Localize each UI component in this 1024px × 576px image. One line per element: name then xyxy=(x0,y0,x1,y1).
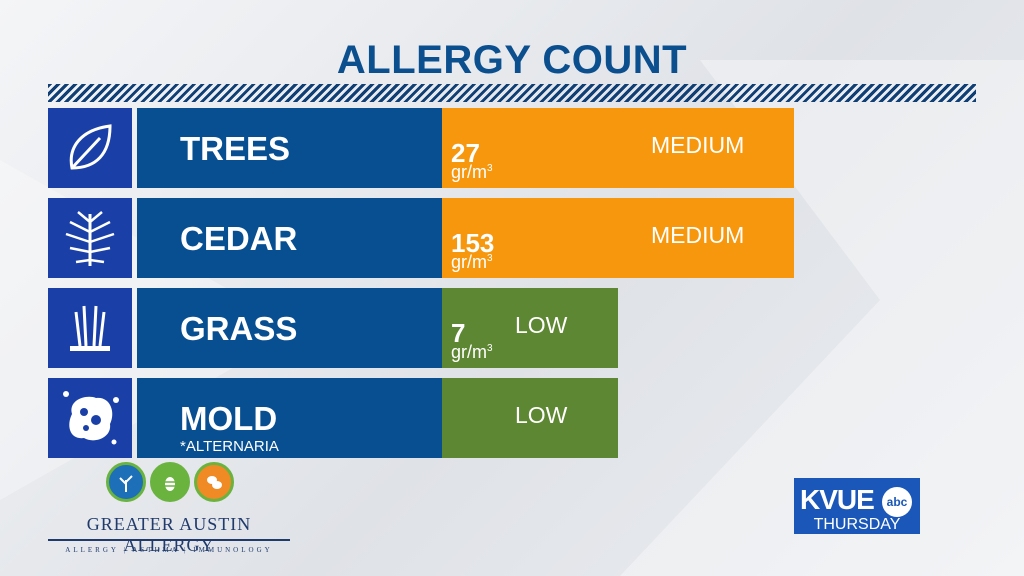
allergy-level: MEDIUM xyxy=(651,132,745,158)
allergen-label-box: CEDAR xyxy=(137,198,486,278)
sponsor-logo-icons xyxy=(106,462,234,502)
pollen-count: 153 xyxy=(451,228,495,258)
tree-logo-icon xyxy=(106,462,146,502)
allergen-name: MOLD xyxy=(180,400,278,437)
station-day: THURSDAY xyxy=(813,516,901,533)
allergy-level: MEDIUM xyxy=(651,222,745,248)
station-logo: KVUE abc THURSDAY xyxy=(794,478,920,534)
allergen-sublabel: *ALTERNARIA xyxy=(180,438,279,455)
grass-icon xyxy=(48,288,132,368)
allergy-level: LOW xyxy=(515,312,568,338)
cedar-branch-icon xyxy=(48,198,132,278)
allergen-value-box: 27 gr/m3 MEDIUM xyxy=(442,108,794,188)
pollen-unit: gr/m3 xyxy=(451,162,493,182)
hatch-divider xyxy=(48,84,976,102)
allergen-label-box: GRASS xyxy=(137,288,486,368)
allergen-label-box: TREES xyxy=(137,108,486,188)
pollen-unit: gr/m3 xyxy=(451,342,493,362)
network-logo: abc xyxy=(882,487,912,517)
allergy-level: LOW xyxy=(515,402,568,428)
pollen-unit: gr/m3 xyxy=(451,252,493,272)
allergen-name: GRASS xyxy=(180,310,298,347)
allergen-name: CEDAR xyxy=(180,220,298,257)
pollen-count: 7 xyxy=(451,318,466,348)
station-name: KVUE xyxy=(800,484,875,515)
allergen-name: TREES xyxy=(180,130,291,167)
allergen-value-box: 7 gr/m3 LOW xyxy=(442,288,618,368)
sponsor-tagline: ALLERGY | ASTHMA | IMMUNOLOGY xyxy=(65,546,273,554)
peanut-logo-icon xyxy=(194,462,234,502)
sponsor-divider xyxy=(48,539,290,541)
leaf-icon xyxy=(48,108,132,188)
page-title: ALLERGY COUNT xyxy=(336,38,688,82)
allergen-value-box: 153 gr/m3 MEDIUM xyxy=(442,198,794,278)
allergen-label-box: MOLD *ALTERNARIA xyxy=(137,378,486,458)
mold-spore-icon xyxy=(48,378,132,458)
allergen-value-box: LOW xyxy=(442,378,618,458)
bee-logo-icon xyxy=(150,462,190,502)
pollen-count: 27 xyxy=(451,138,480,168)
